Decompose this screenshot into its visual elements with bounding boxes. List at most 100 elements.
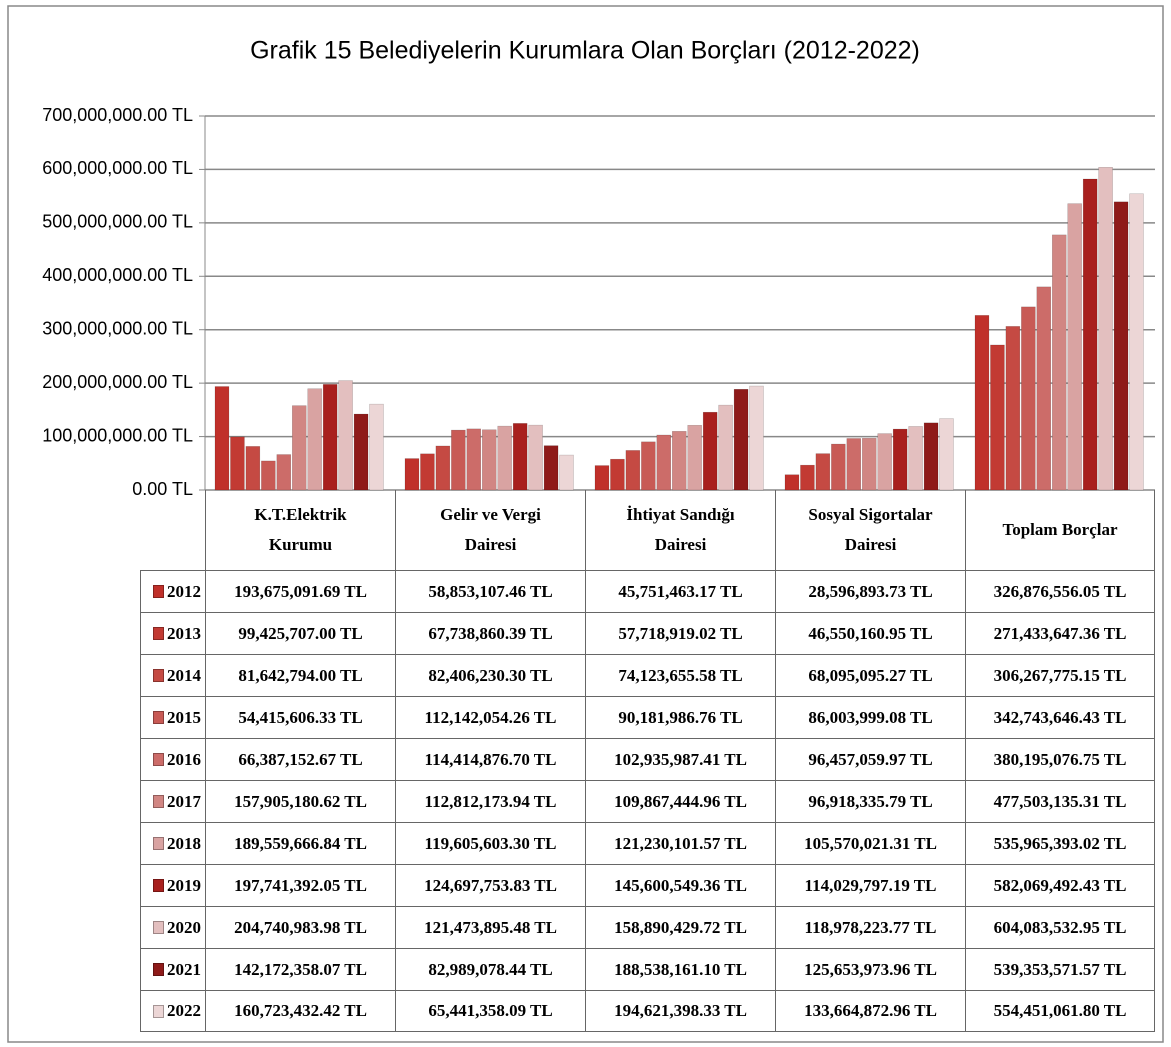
legend-label: 2018	[167, 833, 201, 853]
legend-label: 2012	[167, 581, 201, 601]
legend-swatch	[153, 921, 164, 934]
y-tick-label: 600,000,000.00 TL	[42, 158, 193, 178]
bar	[1067, 203, 1082, 491]
data-label: 189,559,666.84 TL	[205, 822, 395, 864]
bar	[862, 437, 877, 491]
data-label: 86,003,999.08 TL	[775, 696, 965, 738]
bar	[784, 474, 800, 491]
data-label: 582,069,492.43 TL	[965, 864, 1155, 906]
bar	[1098, 166, 1113, 491]
legend-entry: 2020	[140, 906, 205, 948]
legend-label: 2013	[167, 623, 201, 643]
data-label: 157,905,180.62 TL	[205, 780, 395, 822]
legend-entry: 2021	[140, 948, 205, 990]
bar	[610, 458, 625, 491]
bar	[892, 428, 908, 491]
data-label: 477,503,135.31 TL	[965, 780, 1155, 822]
bar	[594, 465, 610, 491]
bar	[466, 428, 482, 491]
data-label: 160,723,432.42 TL	[205, 990, 395, 1032]
bar	[512, 423, 528, 491]
data-label: 121,473,895.48 TL	[395, 906, 585, 948]
legend-label: 2016	[167, 749, 201, 769]
chart-title: Grafik 15 Belediyelerin Kurumlara Olan B…	[250, 37, 920, 65]
bar	[369, 403, 384, 491]
bar	[1036, 286, 1052, 491]
data-label: 125,653,973.96 TL	[775, 948, 965, 990]
data-label: 539,353,571.57 TL	[965, 948, 1155, 990]
bar	[451, 429, 466, 491]
category-header: İhtiyat Sandığı Dairesi	[585, 490, 775, 570]
data-label: 28,596,893.73 TL	[775, 570, 965, 612]
legend-entry: 2017	[140, 780, 205, 822]
bar	[974, 315, 990, 491]
y-tick-label: 400,000,000.00 TL	[42, 265, 193, 285]
bar	[528, 424, 543, 491]
legend-entry: 2022	[140, 990, 205, 1032]
legend-swatch	[153, 669, 164, 682]
y-tick-label: 700,000,000.00 TL	[42, 105, 193, 125]
bar	[908, 426, 923, 491]
bar	[656, 434, 672, 491]
legend-swatch	[153, 585, 164, 598]
data-label: 133,664,872.96 TL	[775, 990, 965, 1032]
data-label: 271,433,647.36 TL	[965, 612, 1155, 654]
data-label: 554,451,061.80 TL	[965, 990, 1155, 1032]
data-label: 81,642,794.00 TL	[205, 654, 395, 696]
legend-entry: 2015	[140, 696, 205, 738]
data-label: 604,083,532.95 TL	[965, 906, 1155, 948]
bar	[322, 384, 338, 491]
y-tick-label: 200,000,000.00 TL	[42, 372, 193, 392]
data-label: 194,621,398.33 TL	[585, 990, 775, 1032]
legend-entry: 2016	[140, 738, 205, 780]
data-label: 109,867,444.96 TL	[585, 780, 775, 822]
data-label: 65,441,358.09 TL	[395, 990, 585, 1032]
bar	[420, 453, 435, 491]
legend-label: 2014	[167, 665, 201, 685]
data-label: 74,123,655.58 TL	[585, 654, 775, 696]
bar	[641, 441, 656, 491]
bar	[1113, 201, 1129, 491]
data-label: 102,935,987.41 TL	[585, 738, 775, 780]
data-label: 112,812,173.94 TL	[395, 780, 585, 822]
bar	[990, 344, 1005, 491]
data-label: 58,853,107.46 TL	[395, 570, 585, 612]
bar	[877, 433, 892, 491]
bar	[687, 424, 702, 491]
bar	[1021, 306, 1036, 491]
data-label: 118,978,223.77 TL	[775, 906, 965, 948]
legend-label: 2019	[167, 875, 201, 895]
legend-swatch	[153, 795, 164, 808]
category-header: K.T.Elektrik Kurumu	[205, 490, 395, 570]
y-tick-label: 0.00 TL	[132, 479, 193, 499]
legend-swatch	[153, 837, 164, 850]
legend-entry: 2012	[140, 570, 205, 612]
y-tick-label: 300,000,000.00 TL	[42, 318, 193, 338]
bar	[245, 446, 261, 491]
bar	[718, 404, 733, 491]
bar	[1005, 326, 1021, 491]
bar	[353, 413, 369, 491]
data-label: 66,387,152.67 TL	[205, 738, 395, 780]
data-label: 204,740,983.98 TL	[205, 906, 395, 948]
bar	[230, 436, 245, 491]
bar	[923, 422, 939, 491]
data-label: 114,029,797.19 TL	[775, 864, 965, 906]
data-label: 112,142,054.26 TL	[395, 696, 585, 738]
data-label: 342,743,646.43 TL	[965, 696, 1155, 738]
data-label: 67,738,860.39 TL	[395, 612, 585, 654]
y-tick-label: 100,000,000.00 TL	[42, 425, 193, 445]
bar	[672, 431, 687, 491]
data-label: 145,600,549.36 TL	[585, 864, 775, 906]
bar	[214, 386, 230, 491]
legend-swatch	[153, 627, 164, 640]
bar	[307, 388, 322, 491]
data-label: 188,538,161.10 TL	[585, 948, 775, 990]
legend-swatch	[153, 711, 164, 724]
bar	[733, 389, 749, 491]
bar	[749, 385, 764, 491]
data-label: 124,697,753.83 TL	[395, 864, 585, 906]
bar	[338, 380, 353, 491]
